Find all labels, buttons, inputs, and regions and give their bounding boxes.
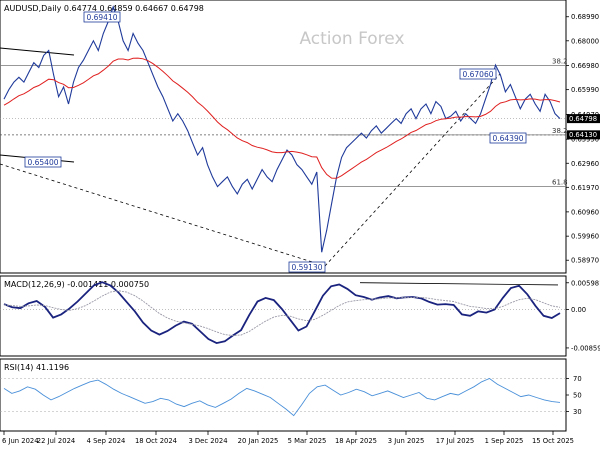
y-tick-label: 0.63950: [571, 136, 599, 144]
rising-dashed-line: [324, 73, 501, 267]
x-tick-label: 18 Oct 2024: [135, 437, 177, 445]
x-tick-label: 18 Apr 2025: [335, 437, 377, 445]
x-tick-label: 15 Oct 2025: [532, 437, 574, 445]
y-tick-label: 0.60960: [571, 208, 599, 216]
x-tick-label: 1 Sep 2025: [485, 437, 524, 445]
price-panel: [0, 0, 567, 274]
x-tick-label: 5 Mar 2025: [288, 437, 327, 445]
annotation-box: [489, 132, 527, 144]
y-tick-label: 0.59960: [571, 233, 599, 241]
y-tick-label: 30: [573, 408, 582, 416]
y-tick-label: 0.61970: [571, 184, 599, 192]
current-price-label: 0.64798: [569, 115, 597, 123]
annotation-box: [83, 11, 121, 23]
current-price-tag: [567, 114, 600, 124]
annotation-label: 0.69410: [86, 13, 117, 22]
fib-level-label: 38.2: [552, 58, 568, 66]
annotation-label: 0.67060: [462, 70, 493, 79]
annotation-label: 0.59130: [291, 263, 322, 272]
macd-panel: [0, 275, 567, 357]
macd-signal-line: [3, 290, 561, 336]
y-tick-label: 0.62960: [571, 160, 599, 168]
x-tick-label: 6 Jun 2024: [2, 437, 39, 445]
upper-trend-line: [0, 47, 75, 56]
price-line: [3, 5, 561, 253]
annotation-box: [288, 261, 326, 273]
rsi-y-axis: 70 50 30: [566, 375, 582, 416]
x-tick-label: 22 Jul 2024: [37, 437, 75, 445]
rsi-series: [3, 377, 561, 417]
macd-resistance-line: [359, 282, 559, 286]
fib-level-label: 38.2: [552, 127, 568, 135]
rsi-panel: [0, 358, 567, 432]
y-tick-label: 0.65990: [571, 86, 599, 94]
price-header: AUDUSD,Daily 0.64774 0.64859 0.64667 0.6…: [4, 4, 204, 13]
macd-y-axis: 0.005981 0.00 -0.00859: [566, 279, 600, 352]
y-tick-label: 50: [573, 392, 582, 400]
y-tick-label: -0.00859: [571, 344, 600, 352]
y-tick-label: 70: [573, 375, 582, 383]
annotation-label: 0.65400: [27, 158, 58, 167]
support-price-tag: [567, 130, 600, 140]
annotation-label: 0.64390: [492, 134, 523, 143]
x-tick-label: 20 Jan 2025: [238, 437, 279, 445]
annotation-box: [459, 68, 497, 80]
fib-level-label: 61.8: [552, 179, 568, 187]
trend-lines: [0, 47, 501, 267]
rsi-header: RSI(14) 41.1196: [4, 363, 69, 372]
x-tick-label: 17 Jul 2025: [436, 437, 474, 445]
moving-average-line: [3, 57, 561, 179]
y-tick-label: 0.58970: [571, 257, 599, 265]
channel-dashed-line: [0, 163, 326, 267]
price-annotations: 0.69410 0.65400 0.67060 0.64390 0.59130: [24, 11, 527, 273]
y-tick-label: 0.68000: [571, 37, 599, 45]
macd-series: [3, 281, 561, 345]
macd-header: MACD(12,26,9) -0.001411 0.000750: [4, 280, 149, 289]
fib-levels: 38.2 38.2 61.8: [0, 58, 568, 187]
price-tags: 0.64798 0.64130: [567, 114, 600, 140]
rsi-line: [3, 377, 561, 417]
watermark-text: Action Forex: [299, 29, 404, 49]
macd-line: [3, 281, 561, 345]
x-tick-label: 4 Sep 2024: [87, 437, 126, 445]
y-tick-label: 0.005981: [571, 279, 600, 287]
y-tick-label: 0.00: [571, 306, 586, 314]
y-tick-label: 0.68990: [571, 13, 599, 21]
annotation-box: [24, 156, 62, 168]
x-tick-label: 3 Dec 2024: [188, 437, 227, 445]
y-tick-label: 0.66980: [571, 62, 599, 70]
support-price-label: 0.64130: [569, 131, 597, 139]
x-tick-label: 3 Jun 2025: [388, 437, 425, 445]
price-series: [3, 5, 561, 253]
